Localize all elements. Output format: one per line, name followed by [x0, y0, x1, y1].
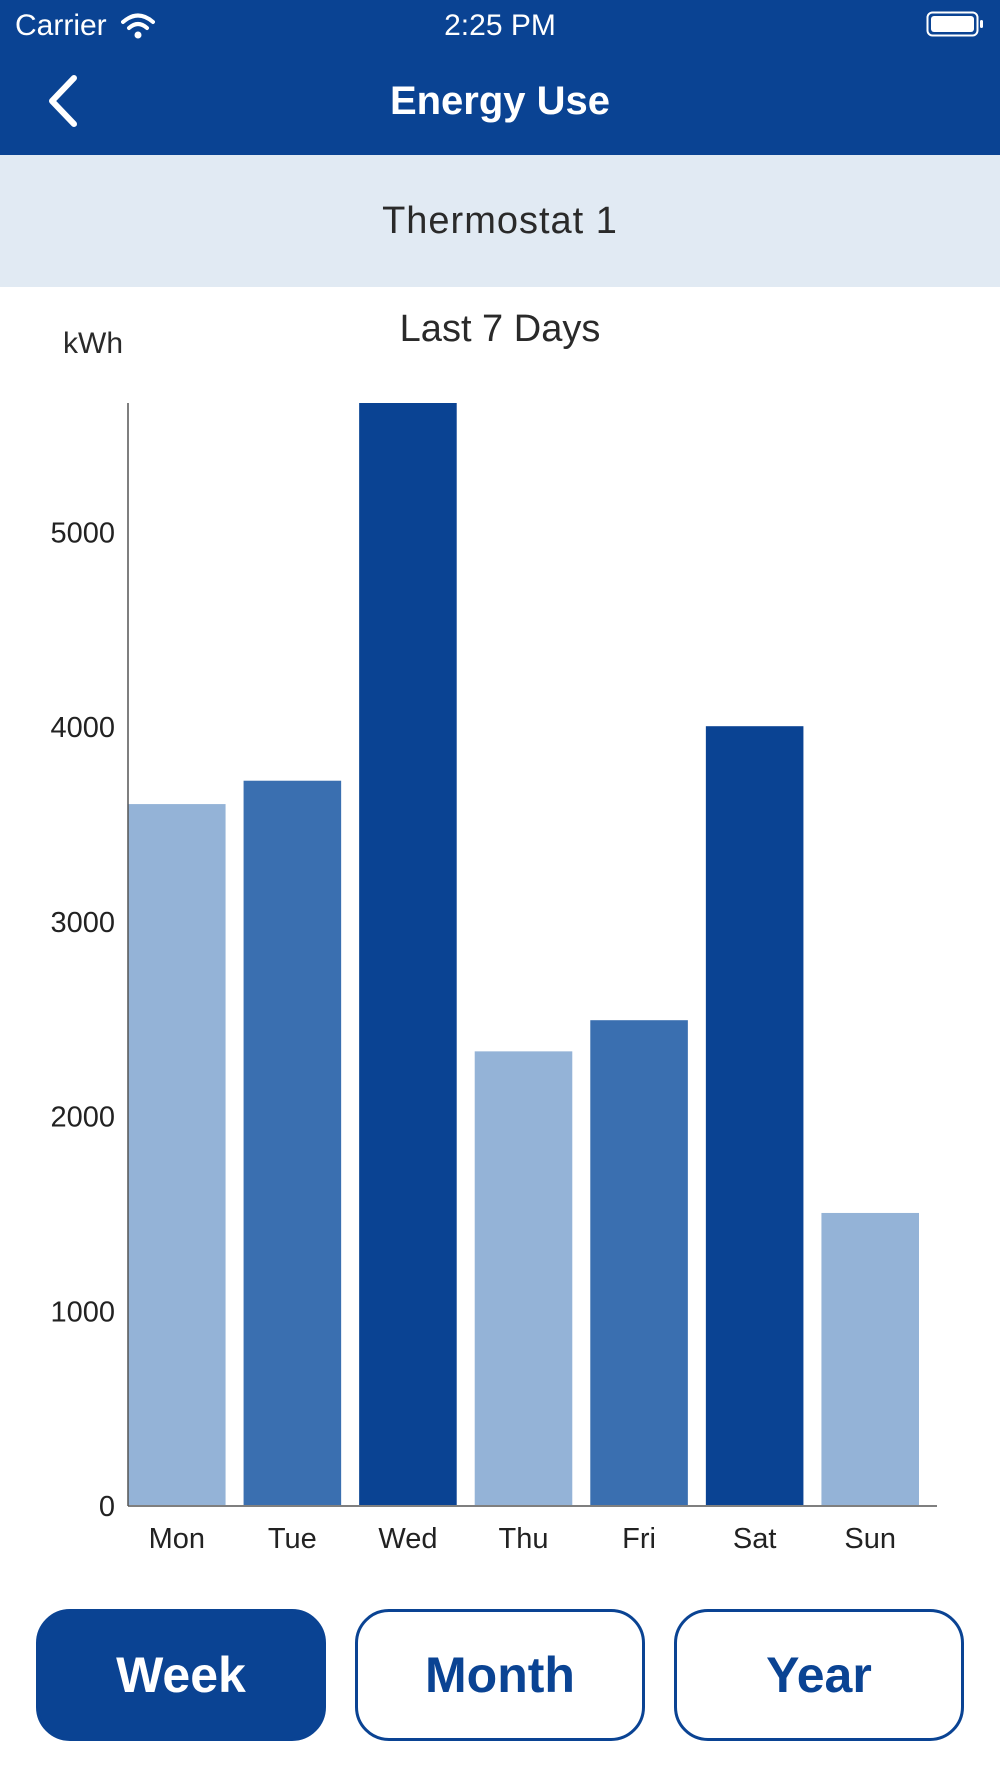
x-tick-label: Wed	[378, 1523, 437, 1555]
y-tick-label: 5000	[50, 518, 115, 550]
battery-icon	[926, 11, 983, 37]
x-tick-label: Sat	[733, 1523, 777, 1555]
device-header: Thermostat 1	[0, 155, 1000, 287]
bar-thu	[474, 1051, 573, 1505]
chevron-left-icon[interactable]	[44, 74, 80, 128]
week-button[interactable]: Week	[36, 1609, 326, 1741]
chart-title: Last 7 Days	[399, 308, 601, 350]
app-header: Carrier 2:25 PM Energy Use	[0, 0, 1000, 155]
x-tick-label: Mon	[149, 1523, 205, 1555]
energy-bar-chart: 0 1000 2000 3000 4000 5000 Mon Tue Wed Thu Fri Sat S…	[50, 403, 937, 1555]
bar-tue	[243, 780, 342, 1505]
status-carrier: Carrier	[15, 8, 155, 44]
y-tick-label: 1000	[50, 1296, 115, 1328]
wifi-icon	[120, 13, 155, 39]
page-title: Energy Use	[389, 79, 611, 123]
bar-sun	[821, 1212, 919, 1505]
carrier-label: Carrier	[15, 9, 107, 42]
month-button[interactable]: Month	[355, 1609, 645, 1741]
bar-wed	[359, 403, 457, 1505]
y-axis-unit: kWh	[63, 327, 123, 360]
y-tick-label: 3000	[50, 907, 115, 939]
year-button[interactable]: Year	[674, 1609, 964, 1741]
bar-mon	[128, 804, 226, 1505]
status-time: 2:25 PM	[444, 9, 556, 42]
device-name: Thermostat 1	[382, 200, 618, 242]
y-tick-label: 4000	[50, 712, 115, 744]
x-tick-label: Tue	[268, 1523, 317, 1555]
x-tick-label: Thu	[499, 1523, 549, 1555]
y-tick-label: 2000	[50, 1102, 115, 1134]
x-tick-label: Fri	[622, 1523, 656, 1555]
y-tick-label: 0	[99, 1491, 115, 1523]
x-tick-label: Sun	[844, 1523, 896, 1555]
bar-sat	[705, 726, 804, 1505]
bar-fri	[590, 1020, 688, 1505]
